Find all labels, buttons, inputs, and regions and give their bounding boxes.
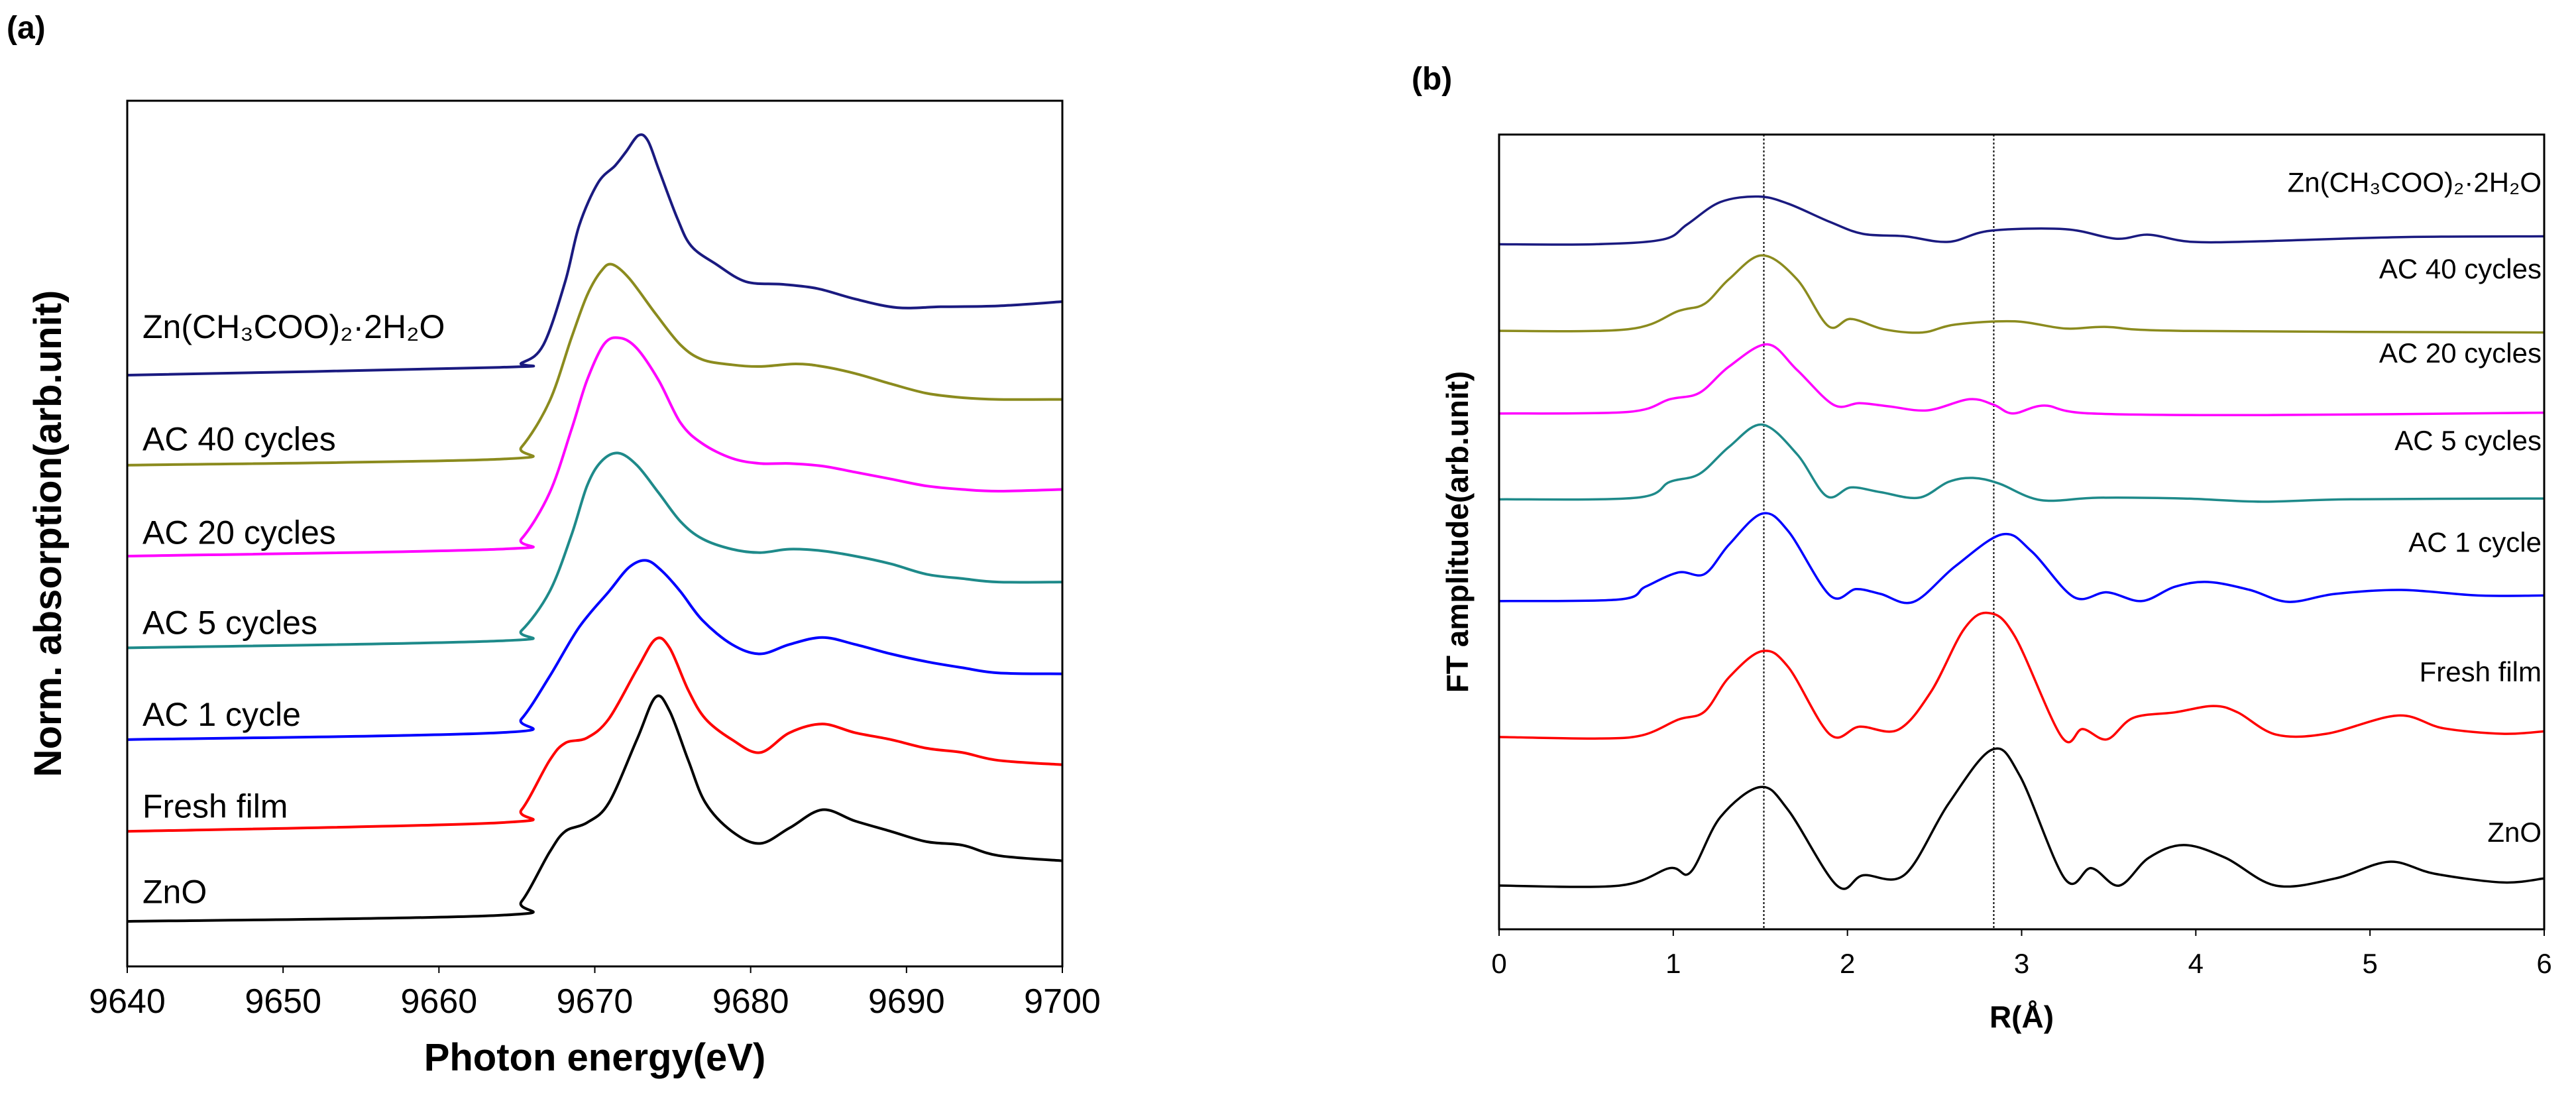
x-tick-label: 2 [1840,948,1855,979]
x-tick-label: 9640 [89,982,166,1021]
series-label: AC 20 cycles [142,514,336,551]
series-label: AC 40 cycles [142,421,336,458]
series-line-ac-5-cycles [1498,423,2545,503]
series-label: AC 5 cycles [2394,425,2542,456]
x-tick-label: 9660 [400,982,477,1021]
panel-b: (b) ZnO Fresh film AC 1 cycle AC 5 cycles AC … [1412,62,2552,1034]
series-line-ac-40-cycles [127,262,1063,467]
series-label: AC 1 cycle [142,696,301,733]
series-line-ac-20-cycles [127,336,1063,557]
x-tick-label: 3 [2014,948,2029,979]
series-label: ZnO [142,874,207,911]
series-line-ac-20-cycles [1498,343,2545,417]
x-tick-label: 6 [2536,948,2551,979]
series-line-zno [127,694,1063,923]
series-line-ac-1-cycle [127,559,1063,741]
series-label: Zn(CH₃COO)₂·2H₂O [2288,166,2542,198]
x-tick-label: 4 [2188,948,2204,979]
series-label: AC 5 cycles [142,604,317,641]
series-line-zno [1498,747,2545,890]
x-tick-label: 9690 [868,982,945,1021]
panel-label: (a) [7,11,46,46]
series-line-fresh-film [127,636,1063,833]
series-line-fresh-film [1498,611,2545,744]
series-label: Zn(CH₃COO)₂·2H₂O [142,308,445,345]
series-label: AC 20 cycles [2379,337,2542,369]
x-axis-label: R(Å) [1989,1000,2054,1034]
y-axis-label: Norm. absorption(arb.unit) [27,290,70,778]
series-line-zn-ch-coo-2h-o [127,133,1063,377]
x-tick-label: 9680 [712,982,789,1021]
x-tick-label: 9650 [245,982,321,1021]
series-label: Fresh film [142,787,288,825]
series-label: Fresh film [2420,656,2542,687]
x-tick-label: 5 [2362,948,2377,979]
series-line-zn-ch-coo-2h-o [1498,195,2545,246]
series-line-ac-1-cycle [1498,512,2545,605]
x-tick-label: 0 [1491,948,1506,979]
series-line-ac-40-cycles [1498,254,2545,334]
series-line-ac-5-cycles [127,451,1063,650]
series-label: ZnO [2487,817,2542,848]
y-axis-label: FT amplitude(arb.unit) [1440,371,1475,693]
series-label: AC 40 cycles [2379,253,2542,284]
x-tick-label: 9670 [557,982,634,1021]
x-tick-label: 9700 [1024,982,1101,1021]
x-axis-label: Photon energy(eV) [424,1036,766,1079]
x-tick-label: 1 [1665,948,1681,979]
panel-a: (a) ZnO Fresh film AC 1 cycle AC 5 cycles AC … [7,11,1101,1079]
series-label: AC 1 cycle [2408,526,2542,557]
panel-label: (b) [1412,62,1452,97]
